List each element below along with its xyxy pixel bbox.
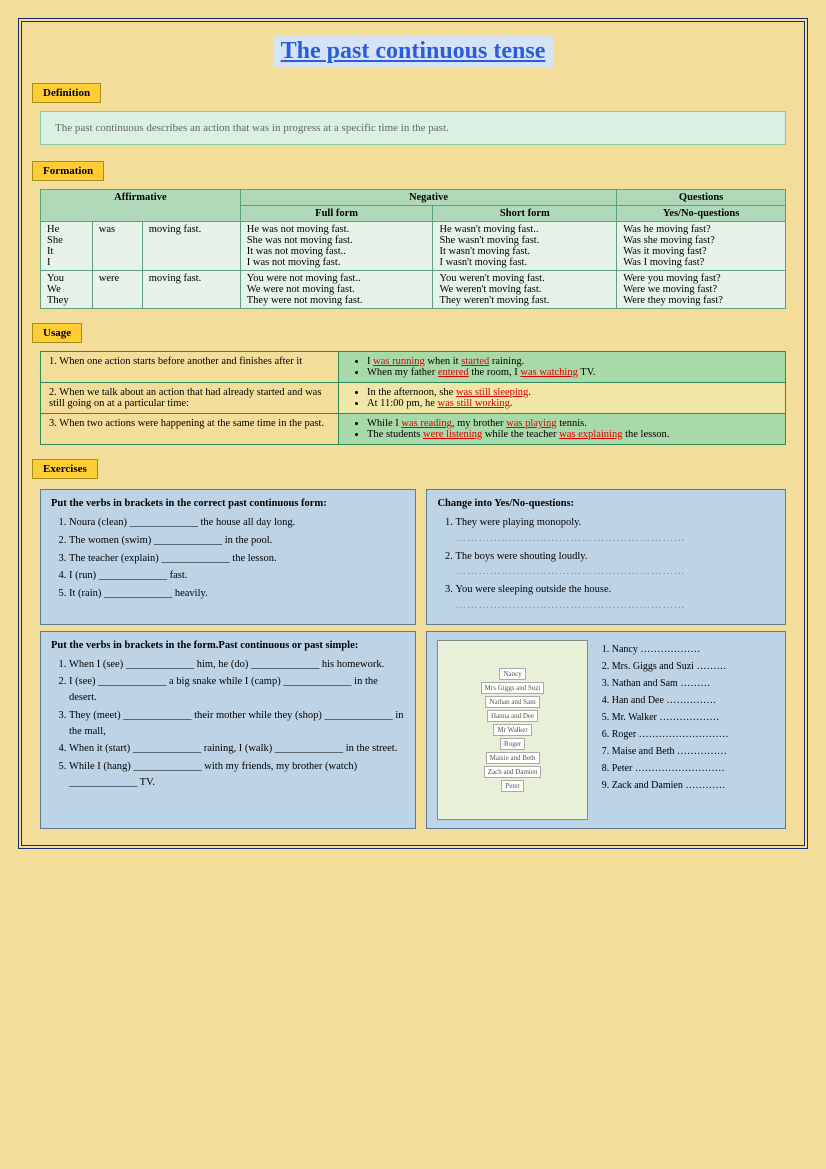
table-cell: moving fast.: [142, 222, 240, 271]
usage-table: 1. When one action starts before another…: [40, 351, 786, 445]
table-cell: You We They: [41, 271, 93, 309]
usage-bullet: At 11:00 pm, he was still working.: [367, 398, 777, 409]
scene-label: Hanna and Dee: [487, 710, 538, 722]
usage-left: 1. When one action starts before another…: [41, 352, 339, 383]
exercise-1: Put the verbs in brackets in the correct…: [40, 489, 416, 625]
scene-label: Nancy: [499, 668, 525, 680]
ex1-title: Put the verbs in brackets in the correct…: [51, 498, 405, 509]
exercise-item: They (meet) _____________ their mother w…: [69, 708, 405, 740]
usage-left: 2. When we talk about an action that had…: [41, 383, 339, 414]
exercise-4: Nancy Mrs Giggs and Suzi Nathan and Sam Han…: [426, 631, 786, 829]
label-usage: Usage: [32, 323, 82, 343]
usage-bullet: In the afternoon, she was still sleeping…: [367, 387, 777, 398]
table-cell: You weren't moving fast. We weren't movi…: [433, 271, 617, 309]
exercise-item: Maise and Beth ……………: [612, 744, 775, 759]
table-cell: Were you moving fast? Were we moving fas…: [617, 271, 786, 309]
exercise-item: They were playing monopoly.……………………………………: [455, 515, 775, 547]
usage-left: 3. When two actions were happening at th…: [41, 414, 339, 445]
exercise-item: The teacher (explain) _____________ the …: [69, 551, 405, 567]
usage-right: I was running when it started raining.Wh…: [339, 352, 786, 383]
exercise-item: Roger ………………………: [612, 727, 775, 742]
table-cell: He She It I: [41, 222, 93, 271]
page-frame: The past continuous tense Definition The…: [18, 18, 808, 849]
exercise-item: Peter ………………………: [612, 761, 775, 776]
scene-label: Maisie and Beth: [486, 752, 540, 764]
usage-bullet: The students were listening while the te…: [367, 429, 777, 440]
names-list: Nancy ……………… Mrs. Giggs and Suzi ……… Natha…: [594, 640, 775, 820]
usage-bullet: While I was reading, my brother was play…: [367, 418, 777, 429]
table-cell: You were not moving fast.. We were not m…: [240, 271, 433, 309]
exercise-item: Mr. Walker ………………: [612, 710, 775, 725]
exercise-item: While I (hang) _____________ with my fri…: [69, 759, 405, 791]
usage-right: In the afternoon, she was still sleeping…: [339, 383, 786, 414]
exercise-item: The women (swim) _____________ in the po…: [69, 533, 405, 549]
exercise-item: I (run) _____________ fast.: [69, 568, 405, 584]
scene-label: Zach and Damien: [484, 766, 542, 778]
exercise-2: Change into Yes/No-questions: They were …: [426, 489, 786, 625]
scene-label: Nathan and Sam: [485, 696, 539, 708]
definition-box: The past continuous describes an action …: [40, 111, 786, 145]
exercise-3: Put the verbs in brackets in the form.Pa…: [40, 631, 416, 829]
label-definition: Definition: [32, 83, 101, 103]
th-full: Full form: [240, 206, 433, 222]
formation-table: Affirmative Negative Questions Full form…: [40, 189, 786, 309]
table-cell: He wasn't moving fast.. She wasn't movin…: [433, 222, 617, 271]
exercise-item: Mrs. Giggs and Suzi ………: [612, 659, 775, 674]
exercise-item: Nancy ………………: [612, 642, 775, 657]
scene-label: Roger: [500, 738, 525, 750]
exercise-item: Han and Dee ……………: [612, 693, 775, 708]
scene-image: Nancy Mrs Giggs and Suzi Nathan and Sam Han…: [437, 640, 587, 820]
table-cell: He was not moving fast. She was not movi…: [240, 222, 433, 271]
usage-bullet: When my father entered the room, I was w…: [367, 367, 777, 378]
exercise-item: You were sleeping outside the house.……………: [455, 582, 775, 614]
label-exercises: Exercises: [32, 459, 98, 479]
th-short: Short form: [433, 206, 617, 222]
exercise-item: Nathan and Sam ………: [612, 676, 775, 691]
usage-bullet: I was running when it started raining.: [367, 356, 777, 367]
page-title: The past continuous tense: [273, 36, 554, 67]
scene-label: Peter: [501, 780, 523, 792]
table-cell: were: [92, 271, 142, 309]
scene-label: Mrs Giggs and Suzi: [481, 682, 545, 694]
th-neg: Negative: [240, 190, 616, 206]
ex3-title: Put the verbs in brackets in the form.Pa…: [51, 640, 405, 651]
exercise-item: When I (see) _____________ him, he (do) …: [69, 657, 405, 673]
table-cell: was: [92, 222, 142, 271]
table-cell: Was he moving fast? Was she moving fast?…: [617, 222, 786, 271]
th-yesno: Yes/No-questions: [617, 206, 786, 222]
th-q: Questions: [617, 190, 786, 206]
th-aff: Affirmative: [41, 190, 241, 222]
usage-right: While I was reading, my brother was play…: [339, 414, 786, 445]
exercise-item: I (see) _____________ a big snake while …: [69, 674, 405, 706]
table-cell: moving fast.: [142, 271, 240, 309]
exercise-item: When it (start) _____________ raining, I…: [69, 741, 405, 757]
scene-label: Mr Walker: [493, 724, 531, 736]
exercise-item: Zack and Damien …………: [612, 778, 775, 793]
exercise-item: It (rain) _____________ heavily.: [69, 586, 405, 602]
ex2-title: Change into Yes/No-questions:: [437, 498, 775, 509]
label-formation: Formation: [32, 161, 104, 181]
exercise-item: The boys were shouting loudly.……………………………: [455, 549, 775, 581]
exercise-item: Noura (clean) _____________ the house al…: [69, 515, 405, 531]
